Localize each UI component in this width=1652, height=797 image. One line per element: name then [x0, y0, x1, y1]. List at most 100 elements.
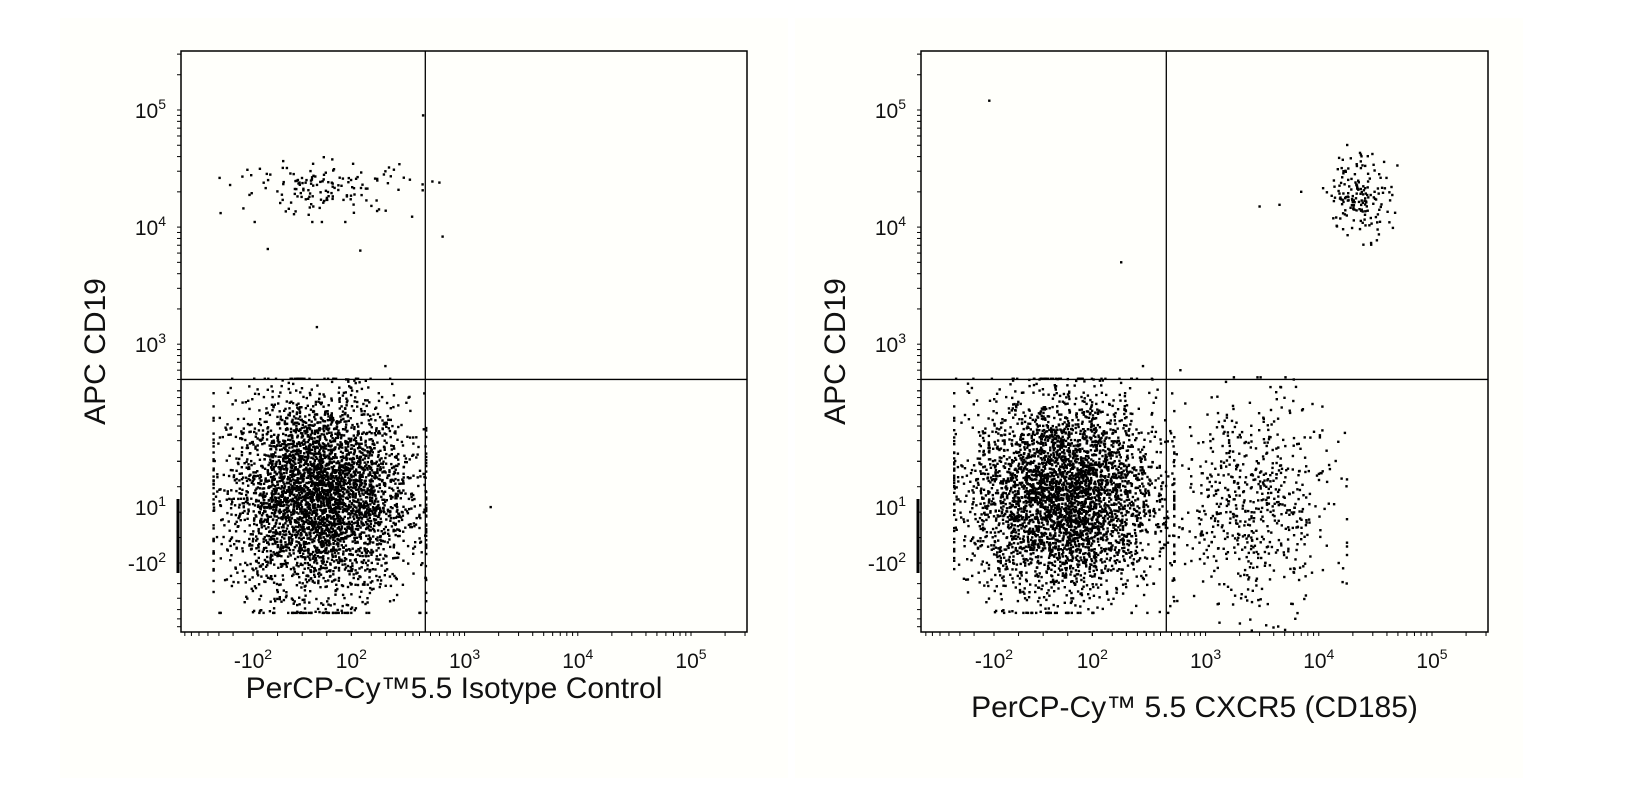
data-point-pop1 [395, 504, 398, 508]
data-point-pop1 [287, 504, 290, 507]
data-point-pop1 [378, 483, 381, 486]
data-point-pop2 [312, 174, 315, 177]
data-point-pop1 [381, 540, 384, 543]
data-point-pop1 [301, 611, 304, 615]
data-point-pop1 [257, 504, 260, 507]
data-point-pop1 [212, 416, 215, 420]
data-point-pop1 [337, 552, 340, 555]
data-point-pop1 [260, 520, 264, 523]
data-point-pop1 [294, 557, 297, 561]
data-point-pop1 [291, 475, 294, 479]
data-point-pop1 [253, 517, 256, 520]
data-point-pop1 [292, 503, 296, 506]
data-point-pop1 [281, 465, 284, 468]
data-point-pop1 [232, 580, 235, 584]
data-point-pop1 [272, 537, 275, 541]
data-point-pop1 [299, 543, 302, 547]
data-point-pop1 [316, 435, 319, 439]
data-point-pop1 [315, 452, 319, 455]
data-point-pop1 [271, 409, 274, 412]
data-point-pop1 [325, 525, 329, 528]
data-point-pop2 [421, 189, 424, 192]
data-point-pop1 [384, 525, 387, 529]
data-point-pop1 [226, 492, 229, 495]
data-point-pop1 [314, 535, 318, 538]
data-point-pop1 [406, 435, 409, 438]
data-point-pop1 [319, 402, 323, 406]
data-point-pop1 [241, 401, 244, 404]
data-point-pop1 [345, 401, 349, 404]
data-point-pop1 [341, 414, 344, 417]
data-point-pop1 [297, 402, 300, 405]
data-point-pop1 [351, 562, 354, 565]
data-point-pop1 [313, 537, 316, 540]
data-point-pop1 [1042, 393, 1045, 396]
data-point-pop1 [330, 488, 333, 491]
data-point-pop1 [212, 590, 215, 594]
data-point-pop1 [358, 486, 361, 489]
data-point-pop1 [323, 435, 327, 438]
data-point-pop1 [312, 475, 316, 479]
data-point-pop1 [305, 574, 308, 578]
data-point-pop1 [360, 498, 363, 501]
data-point-pop1 [292, 415, 296, 418]
data-point-pop1 [225, 459, 228, 462]
data-point-pop1 [1103, 439, 1106, 442]
data-point-pop2 [312, 205, 315, 208]
data-point-pop1 [377, 490, 380, 493]
data-point-pop1 [364, 561, 368, 565]
data-point-pop1 [257, 499, 260, 502]
data-point-pop1 [327, 424, 330, 427]
data-point-pop1 [219, 557, 222, 560]
data-point-pop1 [261, 496, 265, 499]
data-point-pop1 [332, 547, 335, 550]
data-point-pop1 [1008, 468, 1011, 471]
data-point-pop1 [285, 506, 288, 509]
data-point-pop2 [387, 166, 391, 169]
data-point-pop1 [394, 492, 398, 495]
data-point-pop1 [293, 458, 296, 461]
data-point-pop1 [250, 463, 253, 467]
data-point-pop1 [305, 447, 309, 451]
data-point-pop1 [247, 477, 250, 481]
data-point-pop1 [334, 554, 337, 557]
data-point-pop1 [330, 477, 333, 480]
data-point-pop1 [280, 485, 284, 488]
data-point-pop1 [278, 460, 281, 464]
data-point-pop1 [392, 516, 395, 520]
data-point-pop1 [1031, 503, 1034, 507]
data-point-pop1 [369, 509, 373, 513]
data-point-pop1 [244, 476, 248, 479]
data-point-pop1 [299, 503, 302, 506]
data-point-pop1 [327, 611, 331, 615]
data-point-pop1 [291, 538, 294, 541]
data-point-pop1 [276, 590, 279, 594]
data-point-pop1 [253, 427, 257, 430]
data-point-pop1 [301, 495, 304, 499]
data-point-pop1 [330, 524, 333, 528]
data-point-pop1 [282, 481, 285, 484]
data-point-pop1 [394, 482, 397, 485]
data-point-pop1 [324, 518, 327, 521]
data-point-pop1 [320, 464, 324, 468]
data-point-pop1 [1157, 477, 1160, 480]
data-point-pop1 [332, 560, 336, 563]
data-point-pop1 [285, 533, 288, 536]
data-point-pop1 [379, 466, 382, 469]
data-point-pop1 [360, 413, 363, 416]
outlier-point [489, 505, 492, 509]
data-point-pop1 [317, 452, 320, 455]
data-point-pop1 [425, 462, 428, 465]
data-point-pop1 [345, 455, 348, 458]
data-point-pop1 [341, 604, 344, 608]
data-point-pop1 [331, 475, 334, 479]
data-point-pop1 [395, 510, 398, 513]
data-point-pop1 [380, 462, 383, 465]
data-point-pop1 [320, 502, 323, 505]
data-point-pop1 [1153, 486, 1157, 489]
data-point-pop1 [414, 523, 418, 526]
data-point-pop1 [304, 441, 307, 444]
data-point-pop1 [301, 432, 304, 435]
data-point-pop1 [285, 549, 288, 552]
data-point-pop1 [238, 457, 241, 461]
